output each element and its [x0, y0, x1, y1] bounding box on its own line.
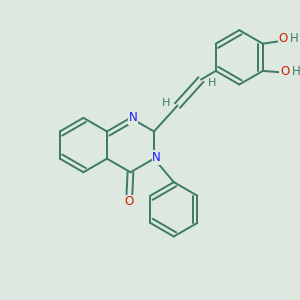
Text: H: H	[290, 32, 299, 45]
Text: H: H	[292, 65, 300, 78]
Text: O: O	[279, 32, 288, 45]
Text: O: O	[124, 195, 134, 208]
Text: N: N	[152, 151, 161, 164]
Text: H: H	[208, 78, 216, 88]
Text: H: H	[162, 98, 170, 108]
Text: N: N	[129, 111, 137, 124]
Text: O: O	[280, 65, 289, 78]
